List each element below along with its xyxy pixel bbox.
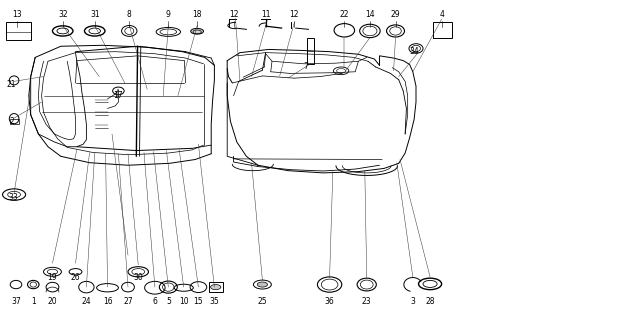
Text: 21: 21 (7, 80, 16, 89)
Text: 28: 28 (426, 297, 435, 306)
Text: 16: 16 (102, 297, 113, 306)
Text: 2: 2 (9, 117, 14, 126)
Text: 1: 1 (31, 297, 36, 306)
Text: 4: 4 (439, 10, 444, 19)
Text: 5: 5 (166, 297, 171, 306)
Text: 12: 12 (229, 10, 238, 19)
Text: 7: 7 (303, 63, 308, 71)
Text: 14: 14 (365, 10, 375, 19)
Text: 36: 36 (324, 297, 335, 306)
Text: 23: 23 (362, 297, 372, 306)
Text: 29: 29 (390, 10, 401, 19)
Text: 20: 20 (47, 297, 58, 306)
Text: 6: 6 (152, 297, 157, 306)
Circle shape (257, 282, 268, 287)
Text: 8: 8 (127, 10, 132, 19)
Circle shape (211, 285, 221, 290)
Text: 33: 33 (8, 193, 18, 202)
Text: 11: 11 (261, 10, 270, 19)
Ellipse shape (191, 28, 204, 34)
Bar (209, 282, 223, 292)
Text: 31: 31 (90, 10, 100, 19)
Text: 17: 17 (113, 91, 124, 100)
Text: 34: 34 (410, 47, 420, 56)
Text: 22: 22 (340, 10, 349, 19)
Text: 10: 10 (179, 297, 189, 306)
Text: 19: 19 (47, 273, 58, 282)
Text: 15: 15 (193, 297, 204, 306)
Text: 24: 24 (81, 297, 92, 306)
Text: 30: 30 (133, 273, 143, 282)
Bar (6, 22, 31, 40)
Bar (307, 38, 314, 64)
Text: 35: 35 (209, 297, 220, 306)
Text: 27: 27 (123, 297, 133, 306)
Text: 18: 18 (193, 10, 202, 19)
Text: 26: 26 (70, 273, 81, 282)
Text: 9: 9 (166, 10, 171, 19)
Text: 37: 37 (11, 297, 21, 306)
Text: 25: 25 (257, 297, 268, 306)
Text: 3: 3 (410, 297, 415, 306)
Text: 32: 32 (58, 10, 68, 19)
Text: 12: 12 (290, 10, 299, 19)
Text: 13: 13 (12, 10, 22, 19)
Bar (433, 22, 452, 38)
Bar (10, 119, 19, 124)
